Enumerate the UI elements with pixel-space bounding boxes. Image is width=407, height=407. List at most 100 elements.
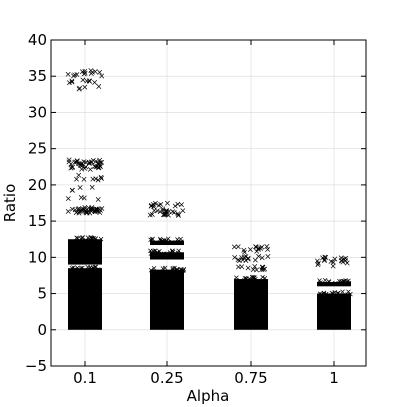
data-point <box>95 267 100 272</box>
data-point <box>332 256 338 262</box>
data-point <box>148 268 154 273</box>
data-point <box>341 256 347 262</box>
data-point <box>256 253 262 259</box>
data-point <box>73 159 79 165</box>
data-point <box>247 247 253 253</box>
data-point <box>166 239 172 245</box>
data-point <box>330 263 336 269</box>
data-point <box>328 258 334 264</box>
data-point <box>69 165 75 171</box>
data-point <box>170 249 176 255</box>
data-point <box>71 265 76 270</box>
data-point <box>264 244 270 249</box>
data-point <box>265 246 271 252</box>
data-point <box>170 209 176 215</box>
data-point <box>78 195 84 200</box>
dense-point-band <box>68 268 102 330</box>
data-point <box>93 236 98 242</box>
x-tick-label: 0.75 <box>234 369 267 387</box>
data-point <box>262 276 268 281</box>
y-tick-label: −5 <box>25 357 47 375</box>
data-point <box>162 212 168 218</box>
data-point <box>340 289 345 295</box>
data-point <box>81 176 87 182</box>
data-point <box>65 208 71 214</box>
data-point <box>74 72 80 78</box>
data-point <box>174 266 180 272</box>
data-point <box>321 291 327 296</box>
data-point <box>344 280 350 286</box>
data-point <box>149 250 155 256</box>
data-point <box>169 269 174 274</box>
data-point <box>175 201 181 207</box>
data-point <box>93 158 99 164</box>
data-point <box>148 202 154 208</box>
data-point <box>346 278 351 284</box>
data-point <box>98 174 104 180</box>
data-point <box>68 165 74 171</box>
data-point <box>78 265 84 271</box>
data-point <box>179 267 184 272</box>
data-point <box>92 79 98 85</box>
data-point <box>85 264 90 270</box>
data-point <box>96 84 102 89</box>
data-point <box>88 206 94 212</box>
data-point <box>89 205 95 210</box>
data-point <box>149 237 155 242</box>
data-point <box>82 84 88 90</box>
y-tick-label: 35 <box>28 67 47 85</box>
data-point <box>245 256 251 262</box>
data-point <box>170 265 176 271</box>
dense-point-band <box>68 239 102 265</box>
data-point <box>84 238 89 243</box>
data-point <box>239 255 245 261</box>
data-point <box>175 237 180 242</box>
data-point <box>160 266 166 271</box>
data-point <box>315 260 321 266</box>
dense-point-band <box>234 279 268 330</box>
x-axis-ticks: 0.1 0.25 0.75 1 <box>73 40 339 387</box>
data-point <box>322 278 328 283</box>
data-point <box>69 78 75 84</box>
data-point <box>99 206 105 211</box>
data-point <box>148 248 153 254</box>
data-point <box>344 260 350 266</box>
data-point <box>94 163 100 169</box>
data-point <box>151 266 157 271</box>
y-tick-label: 15 <box>28 212 47 230</box>
data-point <box>79 235 85 241</box>
data-point <box>234 277 239 283</box>
data-point <box>86 161 92 167</box>
data-point <box>156 202 162 208</box>
data-point <box>180 208 186 214</box>
data-point <box>256 245 262 251</box>
data-point <box>260 265 266 270</box>
data-point <box>80 77 86 83</box>
data-point <box>333 280 338 286</box>
data-point <box>89 184 95 190</box>
data-point <box>96 206 102 212</box>
data-point <box>81 159 87 165</box>
data-point <box>93 264 99 270</box>
data-point <box>75 236 80 241</box>
data-point <box>317 278 322 283</box>
data-point <box>253 276 258 282</box>
data-point <box>66 157 72 163</box>
data-point <box>68 161 74 167</box>
data-point <box>258 245 264 251</box>
data-point <box>151 204 157 210</box>
data-point <box>175 212 181 218</box>
data-point <box>265 254 271 259</box>
data-point <box>231 244 237 250</box>
data-point <box>84 210 89 215</box>
data-point <box>98 176 104 181</box>
data-point <box>323 254 329 260</box>
data-point <box>172 265 177 271</box>
data-point <box>97 69 103 75</box>
y-axis-ticks: −5 0 5 10 15 20 25 30 35 40 <box>25 31 366 375</box>
x-tick-label: 0.25 <box>150 369 183 387</box>
data-point <box>160 206 166 212</box>
data-point <box>235 244 241 250</box>
data-point <box>94 207 100 213</box>
data-point <box>82 165 88 171</box>
